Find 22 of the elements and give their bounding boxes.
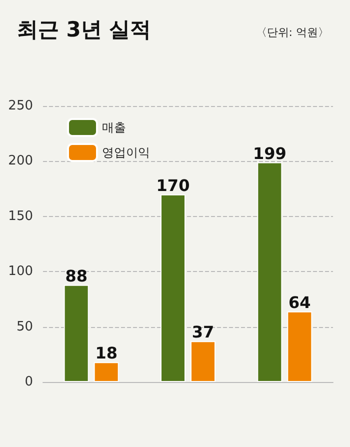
chart-subtitle: 〈단위: 억원〉: [256, 26, 329, 39]
y-tick-label: 150: [8, 208, 33, 224]
legend-label: 매출: [102, 120, 126, 134]
data-label: 170: [156, 176, 190, 195]
bar: [94, 362, 119, 382]
bar: [257, 162, 282, 382]
legend-label: 영업이익: [102, 146, 150, 160]
bar: [190, 341, 216, 382]
bar: [160, 194, 186, 382]
y-tick-label: 100: [8, 264, 33, 280]
data-label: 199: [252, 144, 286, 163]
data-label: 88: [65, 266, 88, 286]
data-label: 37: [192, 322, 214, 342]
data-label: 18: [95, 344, 118, 363]
data-label: 64: [288, 292, 311, 312]
y-tick-label: 0: [24, 374, 33, 390]
y-tick-label: 50: [16, 319, 33, 334]
y-tick-label: 200: [8, 154, 33, 169]
y-tick-label: 250: [8, 98, 33, 114]
bar: [64, 284, 89, 382]
bar: [287, 311, 312, 382]
chart-title: 최근 3년 실적: [17, 18, 152, 42]
